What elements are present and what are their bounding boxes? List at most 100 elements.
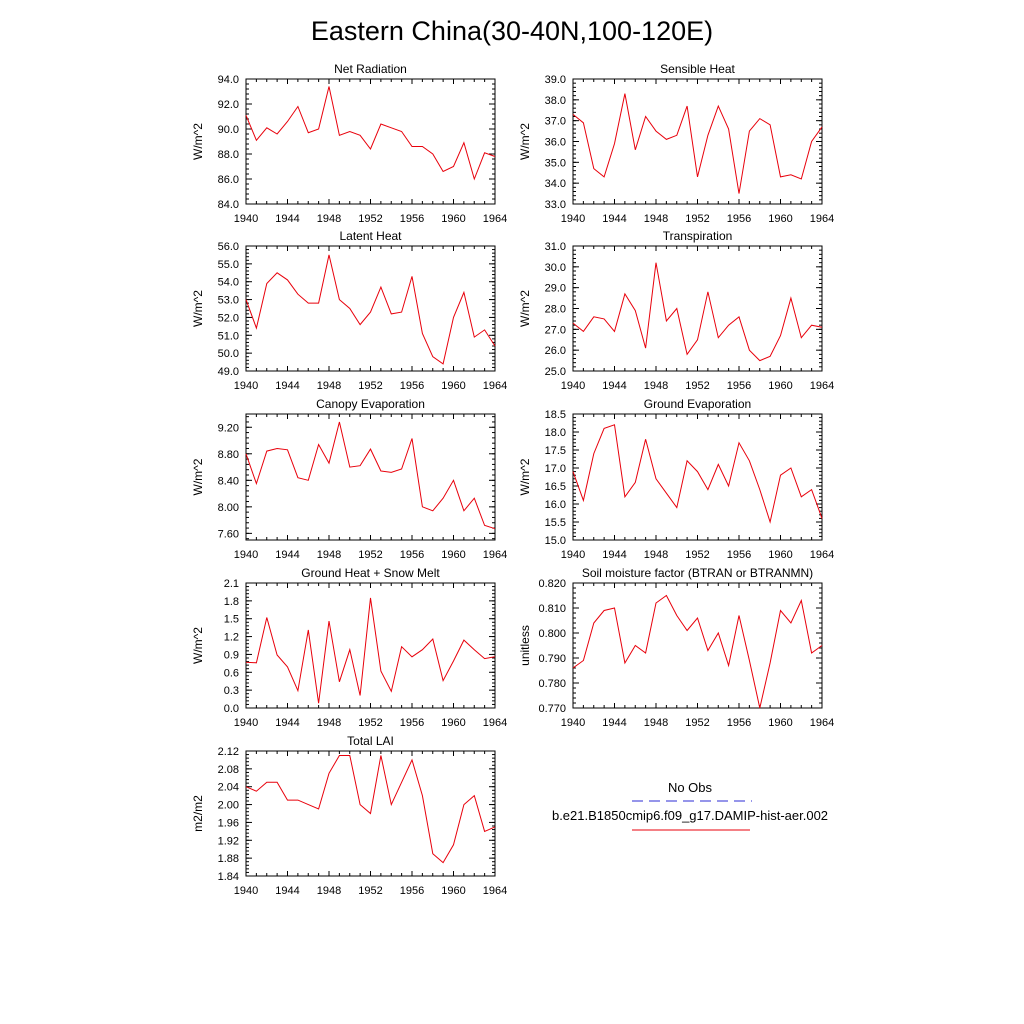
x-tick-label: 1944 — [275, 380, 299, 392]
x-tick-label: 1956 — [400, 380, 424, 392]
panel-title: Total LAI — [347, 734, 394, 748]
panel-net-radiation: Net Radiation W/m^2 1940 1944 1948 1952 1956 19… — [191, 62, 507, 225]
x-tick-label: 1948 — [317, 380, 341, 392]
y-tick-label: 0.780 — [538, 678, 566, 690]
y-axis-label: W/m^2 — [191, 458, 205, 495]
y-tick-label: 25.0 — [545, 366, 566, 378]
legend-obs-label: No Obs — [668, 780, 713, 795]
legend: No Obs b.e21.B1850cmip6.f09_g17.DAMIP-hi… — [552, 780, 828, 831]
y-tick-label: 0.810 — [538, 603, 566, 615]
x-tick-label: 1948 — [317, 213, 341, 225]
y-tick-label: 31.0 — [545, 241, 566, 253]
x-tick-label: 1940 — [561, 717, 585, 729]
x-tick-label: 1944 — [602, 380, 626, 392]
x-tick-label: 1964 — [483, 213, 507, 225]
x-tick-label: 1952 — [685, 380, 709, 392]
panel-canopy-evaporation: Canopy Evaporation W/m^2 1940 1944 1948 1952 1… — [191, 397, 507, 561]
panels: Net Radiation W/m^2 1940 1944 1948 1952 1956 19… — [191, 62, 834, 897]
x-tick-label: 1964 — [810, 380, 834, 392]
y-tick-label: 1.92 — [218, 835, 239, 847]
x-tick-label: 1952 — [685, 549, 709, 561]
x-tick-label: 1964 — [483, 717, 507, 729]
y-tick-label: 49.0 — [218, 366, 239, 378]
x-tick-label: 1948 — [644, 380, 668, 392]
y-axis-label: W/m^2 — [191, 627, 205, 664]
x-tick-label: 1952 — [358, 885, 382, 897]
panel-title: Sensible Heat — [660, 62, 735, 76]
y-tick-label: 94.0 — [218, 74, 239, 86]
x-tick-label: 1944 — [275, 213, 299, 225]
panel-soil-moisture-factor-btran-or-btranmn: Soil moisture factor (BTRAN or BTRANMN) u… — [518, 566, 834, 729]
x-tick-label: 1964 — [810, 549, 834, 561]
y-tick-label: 26.0 — [545, 345, 566, 357]
panel-title: Transpiration — [663, 229, 733, 243]
x-tick-label: 1948 — [317, 717, 341, 729]
series-line — [245, 254, 496, 365]
y-tick-label: 34.0 — [545, 178, 566, 190]
y-tick-label: 0.6 — [224, 667, 239, 679]
y-tick-label: 90.0 — [218, 124, 239, 136]
y-axis-label: W/m^2 — [191, 290, 205, 327]
y-tick-label: 8.80 — [218, 449, 239, 461]
y-tick-label: 7.60 — [218, 528, 239, 540]
y-tick-label: 1.96 — [218, 817, 239, 829]
x-tick-label: 1960 — [441, 885, 465, 897]
panel-total-lai: Total LAI m2/m2 1940 1944 1948 1952 1956 1960 19… — [191, 734, 507, 897]
x-tick-label: 1956 — [727, 717, 751, 729]
y-tick-label: 0.770 — [538, 703, 566, 715]
x-tick-label: 1956 — [400, 213, 424, 225]
plot-frame — [245, 413, 496, 541]
x-tick-label: 1952 — [358, 549, 382, 561]
x-tick-label: 1960 — [768, 717, 792, 729]
panel-title: Ground Evaporation — [644, 397, 751, 411]
series-line — [245, 597, 496, 704]
y-tick-label: 1.5 — [224, 614, 239, 626]
x-tick-label: 1956 — [400, 717, 424, 729]
panel-title: Latent Heat — [339, 229, 402, 243]
y-axis-label: m2/m2 — [191, 795, 205, 832]
x-tick-label: 1964 — [483, 885, 507, 897]
y-tick-label: 18.0 — [545, 427, 566, 439]
plot-frame — [572, 245, 823, 372]
y-tick-label: 39.0 — [545, 74, 566, 86]
y-tick-label: 56.0 — [218, 241, 239, 253]
y-tick-label: 33.0 — [545, 199, 566, 211]
x-tick-label: 1952 — [685, 213, 709, 225]
y-tick-label: 0.3 — [224, 685, 239, 697]
x-tick-label: 1960 — [768, 213, 792, 225]
y-tick-label: 1.8 — [224, 596, 239, 608]
x-tick-label: 1952 — [358, 380, 382, 392]
y-tick-label: 8.40 — [218, 475, 239, 487]
x-tick-label: 1948 — [317, 885, 341, 897]
x-tick-label: 1964 — [810, 213, 834, 225]
panel-transpiration: Transpiration W/m^2 1940 1944 1948 1952 1956 19… — [518, 229, 834, 392]
y-tick-label: 28.0 — [545, 304, 566, 316]
panel-ground-heat-snow-melt: Ground Heat + Snow Melt W/m^2 1940 1944 1948… — [191, 566, 507, 729]
x-tick-label: 1956 — [727, 213, 751, 225]
x-tick-label: 1948 — [317, 549, 341, 561]
series-line — [572, 262, 823, 362]
y-tick-label: 2.00 — [218, 800, 239, 812]
panel-title: Soil moisture factor (BTRAN or BTRANMN) — [582, 566, 813, 580]
x-tick-label: 1944 — [602, 549, 626, 561]
plot-frame — [572, 582, 823, 709]
panel-ground-evaporation: Ground Evaporation W/m^2 1940 1944 1948 1952 1… — [518, 397, 834, 561]
x-tick-label: 1956 — [400, 549, 424, 561]
panel-title: Canopy Evaporation — [316, 397, 425, 411]
y-tick-label: 84.0 — [218, 199, 239, 211]
y-axis-label: unitless — [518, 625, 532, 666]
y-tick-label: 37.0 — [545, 116, 566, 128]
y-tick-label: 1.84 — [218, 871, 239, 883]
y-tick-label: 36.0 — [545, 137, 566, 149]
y-tick-label: 53.0 — [218, 295, 239, 307]
x-tick-label: 1964 — [483, 549, 507, 561]
y-axis-label: W/m^2 — [518, 123, 532, 160]
y-tick-label: 86.0 — [218, 174, 239, 186]
panel-sensible-heat: Sensible Heat W/m^2 1940 1944 1948 1952 1956 19… — [518, 62, 834, 225]
x-tick-label: 1952 — [358, 213, 382, 225]
x-tick-label: 1964 — [810, 717, 834, 729]
series-line — [245, 421, 496, 530]
x-tick-label: 1940 — [234, 213, 258, 225]
y-tick-label: 0.790 — [538, 653, 566, 665]
